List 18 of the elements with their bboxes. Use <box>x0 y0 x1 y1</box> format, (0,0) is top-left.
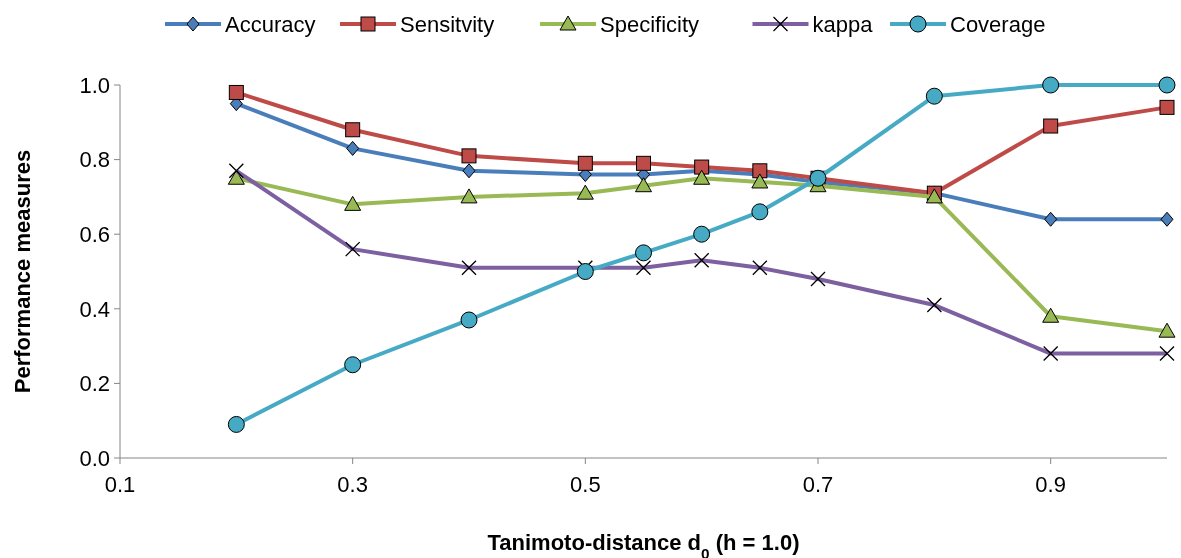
x-tick-label: 0.1 <box>104 472 136 497</box>
y-tick-label: 1.0 <box>79 72 110 98</box>
legend-label: kappa <box>812 11 874 37</box>
legend-label: Sensitvity <box>400 11 495 37</box>
x-tick-label: 0.5 <box>570 472 601 497</box>
x-tick-label: 0.7 <box>802 472 834 497</box>
y-axis-title: Performance measures <box>10 149 35 394</box>
legend-label: Coverage <box>950 11 1046 37</box>
x-axis-title: Tanimoto-distance d$_{0}$ (h = 1.0) <box>487 530 800 558</box>
y-tick-label: 0.0 <box>79 445 110 471</box>
legend-label: Accuracy <box>225 11 316 37</box>
legend-label: Specificity <box>600 11 700 37</box>
y-tick-label: 0.2 <box>79 371 110 397</box>
y-tick-label: 0.6 <box>79 221 110 247</box>
y-tick-label: 0.4 <box>79 296 110 322</box>
x-tick-label: 0.3 <box>337 472 368 497</box>
y-tick-label: 0.8 <box>79 147 110 173</box>
x-tick-label: 0.9 <box>1035 472 1066 497</box>
